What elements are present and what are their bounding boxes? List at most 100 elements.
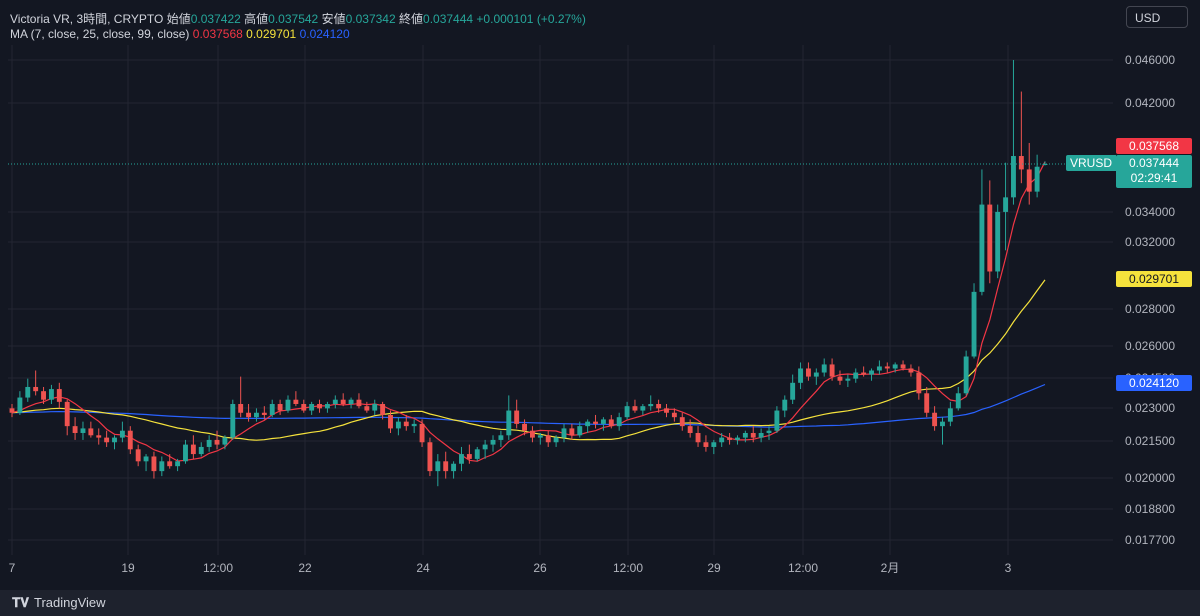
- candle-body: [908, 368, 914, 373]
- candle-body: [798, 368, 803, 383]
- candle: [190, 435, 196, 459]
- ma99-line: [11, 383, 1046, 428]
- candle: [506, 395, 512, 440]
- candle: [395, 417, 401, 436]
- candle: [932, 406, 938, 431]
- candle: [198, 442, 204, 457]
- candle: [869, 368, 874, 381]
- candle: [222, 435, 228, 450]
- candle: [971, 283, 977, 359]
- price-axis: 0.046000 0.042000 0.034000 0.032000 0.028000…: [1125, 53, 1175, 547]
- candle-body: [569, 428, 575, 436]
- candle: [719, 432, 725, 447]
- candle: [230, 399, 236, 440]
- candle-body: [246, 412, 252, 418]
- candle-body: [845, 378, 851, 381]
- candle-body: [774, 410, 780, 431]
- candle: [924, 386, 930, 418]
- candle: [119, 421, 125, 443]
- chart-grid: [8, 45, 1113, 555]
- x-tick-label: 24: [416, 561, 430, 575]
- candle: [600, 417, 606, 431]
- candle: [309, 401, 315, 415]
- x-tick-label: 7: [9, 561, 16, 575]
- candle-body: [230, 404, 236, 438]
- candle-body: [96, 435, 102, 438]
- candle: [1018, 91, 1024, 184]
- candle: [766, 426, 772, 440]
- candle: [364, 401, 370, 413]
- candle: [593, 414, 598, 429]
- candle: [498, 430, 504, 447]
- candle: [380, 401, 386, 420]
- x-tick-label: 26: [533, 561, 547, 575]
- symbol-tag: VRUSD: [1066, 155, 1116, 171]
- y-tick-label: 0.042000: [1125, 96, 1175, 110]
- candle-body: [1026, 169, 1032, 192]
- candle-body: [900, 364, 906, 369]
- candle-body: [971, 291, 977, 357]
- candle-body: [435, 461, 441, 472]
- candle: [80, 421, 86, 440]
- candle-body: [884, 366, 890, 369]
- currency-button[interactable]: USD: [1126, 6, 1188, 28]
- candle-body: [876, 366, 882, 371]
- candle: [703, 435, 709, 452]
- candle: [348, 397, 354, 409]
- candle-body: [285, 399, 291, 411]
- candle-body: [427, 442, 433, 472]
- candle-body: [790, 382, 796, 400]
- candle-body: [459, 454, 464, 464]
- candle: [569, 423, 575, 440]
- open-value: 0.037422: [190, 12, 241, 26]
- y-tick-label: 0.020000: [1125, 471, 1175, 485]
- candle-body: [837, 376, 843, 381]
- candle-body: [1018, 156, 1024, 170]
- candle: [135, 444, 141, 467]
- candle-body: [600, 419, 606, 424]
- candle: [277, 399, 283, 415]
- candle-body: [80, 428, 86, 433]
- candle: [388, 410, 393, 433]
- legend-row-ohlc: Victoria VR, 3時間, CRYPTO 始値0.037422 高値0.…: [10, 10, 586, 27]
- candle-body: [932, 412, 938, 427]
- y-tick-label: 0.023000: [1125, 401, 1175, 415]
- ma-label[interactable]: MA (7, close, 25, close, 99, close): [10, 27, 190, 41]
- x-tick-label: 12:00: [203, 561, 233, 575]
- candle-body: [25, 386, 31, 398]
- candle: [104, 430, 110, 447]
- candle: [159, 456, 165, 477]
- candle: [1026, 142, 1032, 205]
- symbol-title[interactable]: Victoria VR, 3時間, CRYPTO: [10, 12, 164, 26]
- candle: [861, 366, 867, 377]
- candle-body: [1003, 197, 1009, 212]
- brand-name: TradingView: [34, 595, 106, 610]
- candle: [419, 419, 425, 447]
- candle: [908, 364, 914, 377]
- candle: [640, 404, 646, 415]
- candle: [261, 406, 267, 420]
- candle: [529, 426, 535, 443]
- candle: [17, 391, 23, 415]
- candle: [782, 395, 788, 418]
- candle-body: [419, 423, 425, 443]
- candle: [482, 439, 488, 459]
- candle-body: [159, 461, 165, 472]
- candle-body: [561, 428, 567, 438]
- candle-body: [664, 408, 669, 413]
- candle-body: [143, 456, 149, 462]
- candle: [332, 395, 338, 409]
- candle-body: [482, 444, 488, 450]
- candle-body: [309, 404, 315, 411]
- low-value: 0.037342: [345, 12, 396, 26]
- candle: [317, 399, 322, 413]
- candle: [443, 451, 449, 479]
- candle: [167, 454, 173, 469]
- candle: [522, 419, 528, 436]
- candle-body: [869, 370, 874, 375]
- candle-body: [1011, 156, 1016, 198]
- tradingview-brand[interactable]: 𝐓𝐕 TradingView: [12, 595, 106, 611]
- x-tick-label: 29: [707, 561, 721, 575]
- candle: [96, 428, 102, 445]
